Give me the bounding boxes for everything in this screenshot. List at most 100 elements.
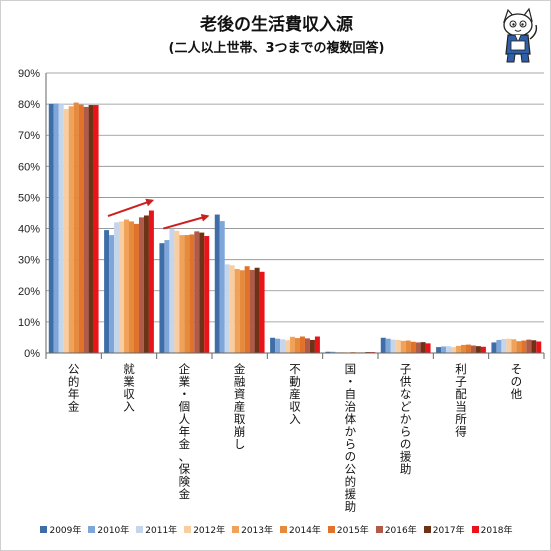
legend-item: 2014年	[280, 523, 321, 536]
bar	[58, 104, 64, 353]
legend-item: 2015年	[327, 523, 369, 536]
x-axis: 公的年金 就業収入 企業・個人年金、保険金 金融資産取崩し 不動産収入 国・自治体からの公…	[45, 352, 545, 514]
x-tick-label: 不動産収入	[289, 362, 301, 426]
legend-swatch	[327, 526, 335, 533]
bar-series	[48, 102, 542, 354]
bar	[436, 347, 442, 353]
bar	[48, 103, 54, 353]
bar	[511, 339, 517, 353]
bar	[285, 340, 291, 353]
bar	[501, 339, 507, 353]
bar	[88, 105, 94, 354]
trend-arrow	[163, 213, 210, 230]
bar	[234, 269, 240, 353]
bar	[506, 338, 512, 353]
bar	[93, 105, 99, 354]
bar	[68, 106, 74, 354]
y-axis: 0% 10% 20% 30% 40% 50% 60% 70% 80% 90%	[18, 68, 47, 360]
legend-item: 2010年	[88, 523, 129, 536]
bar	[254, 267, 260, 353]
bar	[53, 103, 59, 353]
bar	[189, 234, 195, 353]
y-tick-label: 50%	[18, 192, 40, 204]
legend-label: 2013年	[241, 526, 273, 536]
bar	[415, 342, 421, 353]
y-tick-label: 10%	[18, 317, 40, 329]
legend-label: 2010年	[97, 526, 130, 536]
x-tick-label: 金融資産取崩し	[234, 362, 246, 451]
y-tick-label: 0%	[24, 348, 40, 360]
chart-subtitle: (二人以上世帯、3つまでの複数回答)	[168, 41, 385, 56]
bar	[280, 339, 286, 353]
bar	[249, 269, 255, 353]
bar	[164, 240, 170, 353]
bar	[480, 346, 486, 353]
bar	[194, 231, 200, 353]
bar	[304, 338, 310, 353]
bar	[109, 235, 115, 353]
bar	[83, 106, 89, 354]
x-tick-label: 就業収入	[123, 362, 135, 414]
bar	[330, 351, 336, 353]
bar	[325, 351, 331, 353]
trend-arrow	[107, 198, 155, 218]
bar	[214, 214, 220, 353]
bar	[491, 342, 497, 353]
bar	[138, 217, 144, 353]
bar	[451, 347, 457, 353]
bar	[295, 338, 300, 353]
legend-label: 2015年	[336, 526, 369, 536]
bar	[446, 346, 452, 353]
bar	[169, 228, 175, 353]
bar	[114, 222, 120, 353]
legend-item: 2012年	[184, 523, 225, 536]
x-tick-label: 企業・個人年金、保険金	[179, 362, 191, 501]
legend-swatch	[471, 526, 479, 533]
y-tick-label: 40%	[18, 224, 40, 236]
y-tick-label: 30%	[18, 255, 40, 267]
bar	[244, 266, 250, 353]
bar	[516, 341, 522, 353]
bar	[148, 210, 154, 353]
legend-swatch	[136, 526, 144, 533]
bar	[275, 338, 281, 353]
bar	[380, 337, 386, 353]
legend-swatch	[88, 526, 96, 533]
cat-mascot-icon	[503, 7, 538, 63]
legend-label: 2012年	[193, 526, 226, 536]
bar	[400, 340, 406, 353]
y-tick-label: 90%	[18, 68, 40, 80]
bar	[199, 232, 205, 353]
legend-item: 2018年	[471, 523, 513, 536]
legend-item: 2017年	[423, 523, 465, 536]
x-tick-label: 利子配当所得	[455, 362, 467, 439]
bar	[465, 344, 471, 353]
legend-swatch	[40, 526, 48, 533]
y-tick-label: 80%	[18, 99, 40, 111]
x-tick-label: 子供などからの援助	[400, 362, 412, 476]
bar	[385, 338, 391, 353]
bar	[410, 341, 416, 353]
bar	[219, 221, 225, 353]
bar	[119, 221, 125, 353]
y-tick-label: 70%	[18, 130, 40, 142]
legend-label: 2016年	[384, 526, 417, 536]
legend-label: 2018年	[480, 526, 513, 536]
legend-swatch	[423, 526, 431, 533]
bar	[405, 340, 411, 353]
bar	[133, 223, 139, 353]
bar	[395, 339, 401, 353]
bar	[425, 343, 431, 353]
bar	[461, 344, 466, 353]
bar	[470, 345, 476, 353]
bar	[229, 265, 235, 353]
legend-label: 2011年	[145, 526, 178, 536]
legend-item: 2011年	[136, 523, 177, 536]
bar	[224, 264, 230, 353]
legend-swatch	[232, 526, 240, 533]
chart-title: 老後の生活費収入源	[200, 15, 353, 35]
legend-swatch	[280, 526, 287, 533]
bar	[314, 336, 320, 353]
